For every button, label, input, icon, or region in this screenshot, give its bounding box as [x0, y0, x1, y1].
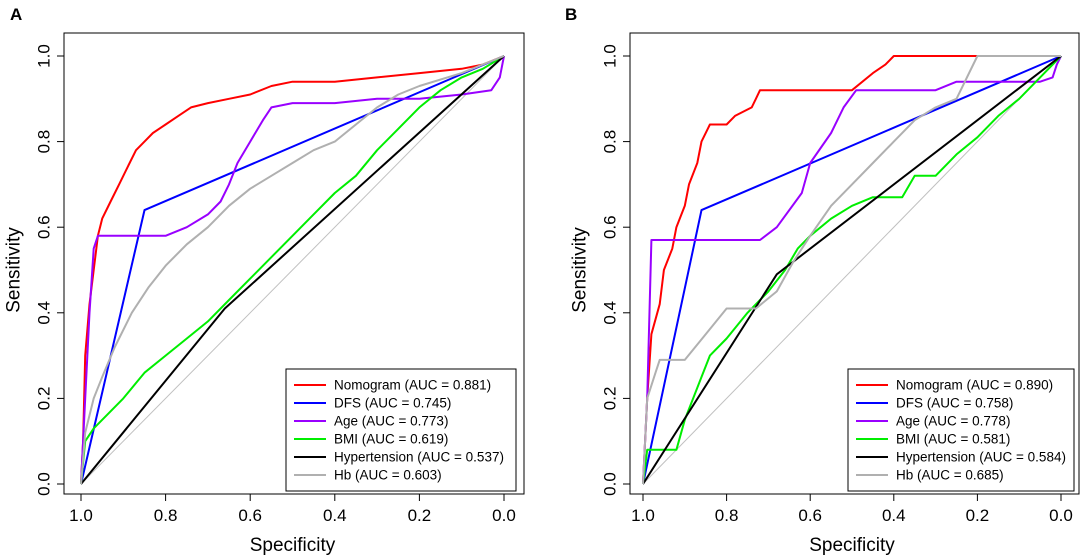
x-tick-label: 0.4: [323, 506, 347, 525]
legend-entry: DFS (AUC = 0.758): [896, 396, 1013, 411]
y-tick-label: 0.4: [601, 301, 620, 325]
x-axis-title: Specificity: [809, 535, 895, 556]
reference-diagonal: [642, 55, 1062, 485]
y-tick-label: 1.0: [35, 44, 54, 68]
panel-label: B: [565, 5, 577, 24]
roc-curve-dfs: [642, 55, 1062, 485]
legend-entry: Hypertension (AUC = 0.584): [896, 450, 1066, 465]
chart-panel-a: A 1.0 0.8 0.6 0.4 0.2 0.0 Specificity 0.0 0.2 0.4 0…: [4, 5, 525, 556]
legend-entry: Age (AUC = 0.773): [334, 414, 448, 429]
roc-curve-hb: [642, 55, 1061, 485]
legend-box: [285, 368, 517, 492]
y-tick-label: 1.0: [601, 44, 620, 68]
x-tick-label: 0.0: [492, 506, 516, 525]
y-tick-label: 0.4: [35, 301, 54, 325]
chart-panel-b: B 1.0 0.8 0.6 0.4 0.2 0.0 Specificity 0.0 0.2 0.4 0…: [565, 5, 1080, 556]
y-axis-title: Sensitivity: [4, 227, 25, 313]
panel-label: A: [10, 5, 22, 24]
legend-entry: BMI (AUC = 0.581): [896, 432, 1010, 447]
roc-curve-age: [642, 55, 1062, 485]
legend-entry: Hb (AUC = 0.603): [334, 468, 442, 483]
y-axis-title: Sensitivity: [570, 227, 591, 313]
x-tick-label: 0.2: [966, 506, 990, 525]
x-tick-label: 0.6: [798, 506, 822, 525]
legend-entry: DFS (AUC = 0.745): [334, 396, 451, 411]
roc-curve-hypertension: [642, 55, 1062, 485]
x-tick-label: 0.2: [408, 506, 432, 525]
roc-curve-hb: [80, 55, 505, 485]
x-tick-label: 0.4: [882, 506, 906, 525]
y-tick-label: 0.8: [35, 130, 54, 154]
x-tick-label: 1.0: [69, 506, 93, 525]
y-tick-label: 0.8: [601, 130, 620, 154]
y-tick-label: 0.2: [601, 387, 620, 411]
roc-curve-dfs: [80, 55, 505, 485]
reference-diagonal: [80, 55, 505, 485]
y-tick-label: 0.2: [35, 387, 54, 411]
roc-curve-bmi: [642, 55, 1062, 485]
legend-entry: Hypertension (AUC = 0.537): [334, 450, 504, 465]
y-tick-label: 0.0: [35, 472, 54, 496]
legend-entry: Hb (AUC = 0.685): [896, 468, 1004, 483]
x-tick-label: 1.0: [631, 506, 655, 525]
roc-curve-bmi: [80, 55, 505, 485]
legend-entry: Nomogram (AUC = 0.881): [334, 378, 491, 393]
x-axis-title: Specificity: [250, 535, 336, 556]
x-tick-label: 0.6: [238, 506, 262, 525]
legend-entry: Age (AUC = 0.778): [896, 414, 1010, 429]
y-tick-label: 0.6: [601, 215, 620, 239]
legend-entry: Nomogram (AUC = 0.890): [896, 378, 1053, 393]
x-tick-label: 0.8: [715, 506, 739, 525]
legend: Nomogram (AUC = 0.881) DFS (AUC = 0.745) A…: [285, 368, 517, 492]
roc-curve-hypertension: [80, 55, 505, 485]
roc-curve-nomogram: [642, 55, 978, 485]
legend-entry: BMI (AUC = 0.619): [334, 432, 448, 447]
x-tick-label: 0.8: [154, 506, 178, 525]
y-tick-label: 0.0: [601, 472, 620, 496]
y-tick-label: 0.6: [35, 215, 54, 239]
roc-curve-nomogram: [80, 55, 505, 485]
legend: Nomogram (AUC = 0.890) DFS (AUC = 0.758) A…: [847, 368, 1075, 492]
legend-box: [847, 368, 1075, 492]
x-tick-label: 0.0: [1049, 506, 1073, 525]
roc-curve-age: [80, 55, 505, 485]
